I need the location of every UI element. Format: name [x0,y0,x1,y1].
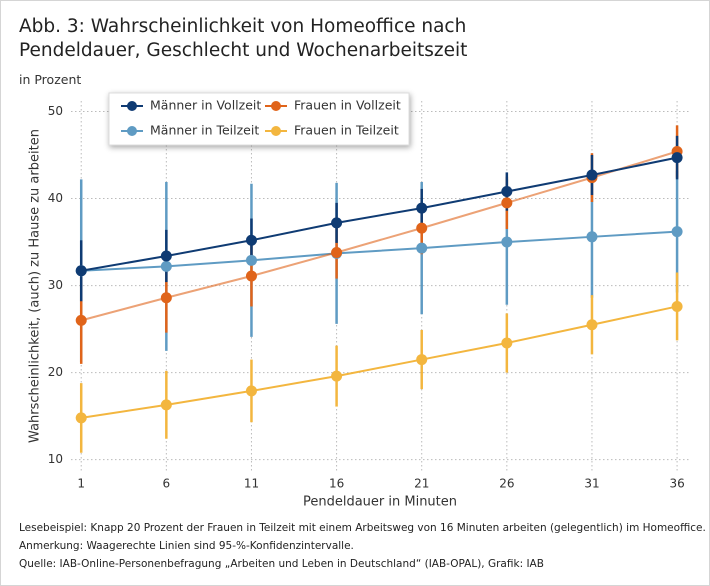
point [160,399,172,411]
legend-label: Männer in Teilzeit [150,123,259,138]
x-axis-label: Pendeldauer in Minuten [303,495,457,510]
y-tick-label: 10 [48,452,63,466]
legend-marker [271,101,281,111]
chart-title: Abb. 3: Wahrscheinlichkeit von Homeoffic… [19,16,468,61]
point [416,242,428,254]
point [75,265,87,277]
legend-label: Frauen in Vollzeit [294,98,401,113]
point [245,270,257,282]
legend-marker [127,126,137,136]
legend: Männer in Vollzeit Frauen in Vollzeit Männ… [108,92,410,146]
point [501,197,513,209]
x-tick-label: 31 [584,477,599,491]
point [586,231,598,243]
point [75,314,87,326]
x-tick-label: 11 [244,477,259,491]
point [501,236,513,248]
y-tick-label: 30 [48,278,63,292]
notes: Lesebeispiel: Knapp 20 Prozent der Fraue… [19,519,706,573]
y-axis-label: Wahrscheinlichkeit, (auch) zu Hause zu a… [28,129,43,443]
note: Anmerkung: Waagerechte Linien sind 95-%-… [19,540,354,552]
point [331,246,343,258]
point [160,292,172,304]
point [160,250,172,262]
x-tick-label: 1 [77,477,85,491]
x-tick-label: 16 [329,477,344,491]
line [81,156,678,272]
point [671,226,683,238]
x-tick-label: 26 [499,477,514,491]
y-tick-label: 40 [48,191,63,205]
legend-label: Männer in Vollzeit [150,98,261,113]
point [245,385,257,397]
line [81,230,678,272]
legend-box [108,92,410,146]
point [245,254,257,266]
point [331,217,343,229]
point [586,319,598,331]
x-tick-label: 36 [669,477,684,491]
point [75,412,87,424]
point [245,234,257,246]
subtitle: in Prozent [19,72,82,87]
legend-marker [271,126,281,136]
point [416,354,428,366]
point [671,152,683,164]
line [81,305,678,419]
point [671,300,683,312]
point [160,260,172,272]
point [416,202,428,214]
point [586,169,598,181]
y-tick-label: 50 [48,104,63,118]
line [80,150,678,322]
point [501,337,513,349]
point [416,222,428,234]
x-tick-label: 21 [414,477,429,491]
x-tick-label: 6 [163,477,171,491]
note: Lesebeispiel: Knapp 20 Prozent der Fraue… [19,522,706,534]
point [331,370,343,382]
point [501,186,513,198]
note: Quelle: IAB-Online-Personenbefragung „Ar… [19,558,544,570]
legend-marker [127,101,137,111]
legend-label: Frauen in Teilzeit [294,123,399,138]
y-tick-label: 20 [48,365,63,379]
